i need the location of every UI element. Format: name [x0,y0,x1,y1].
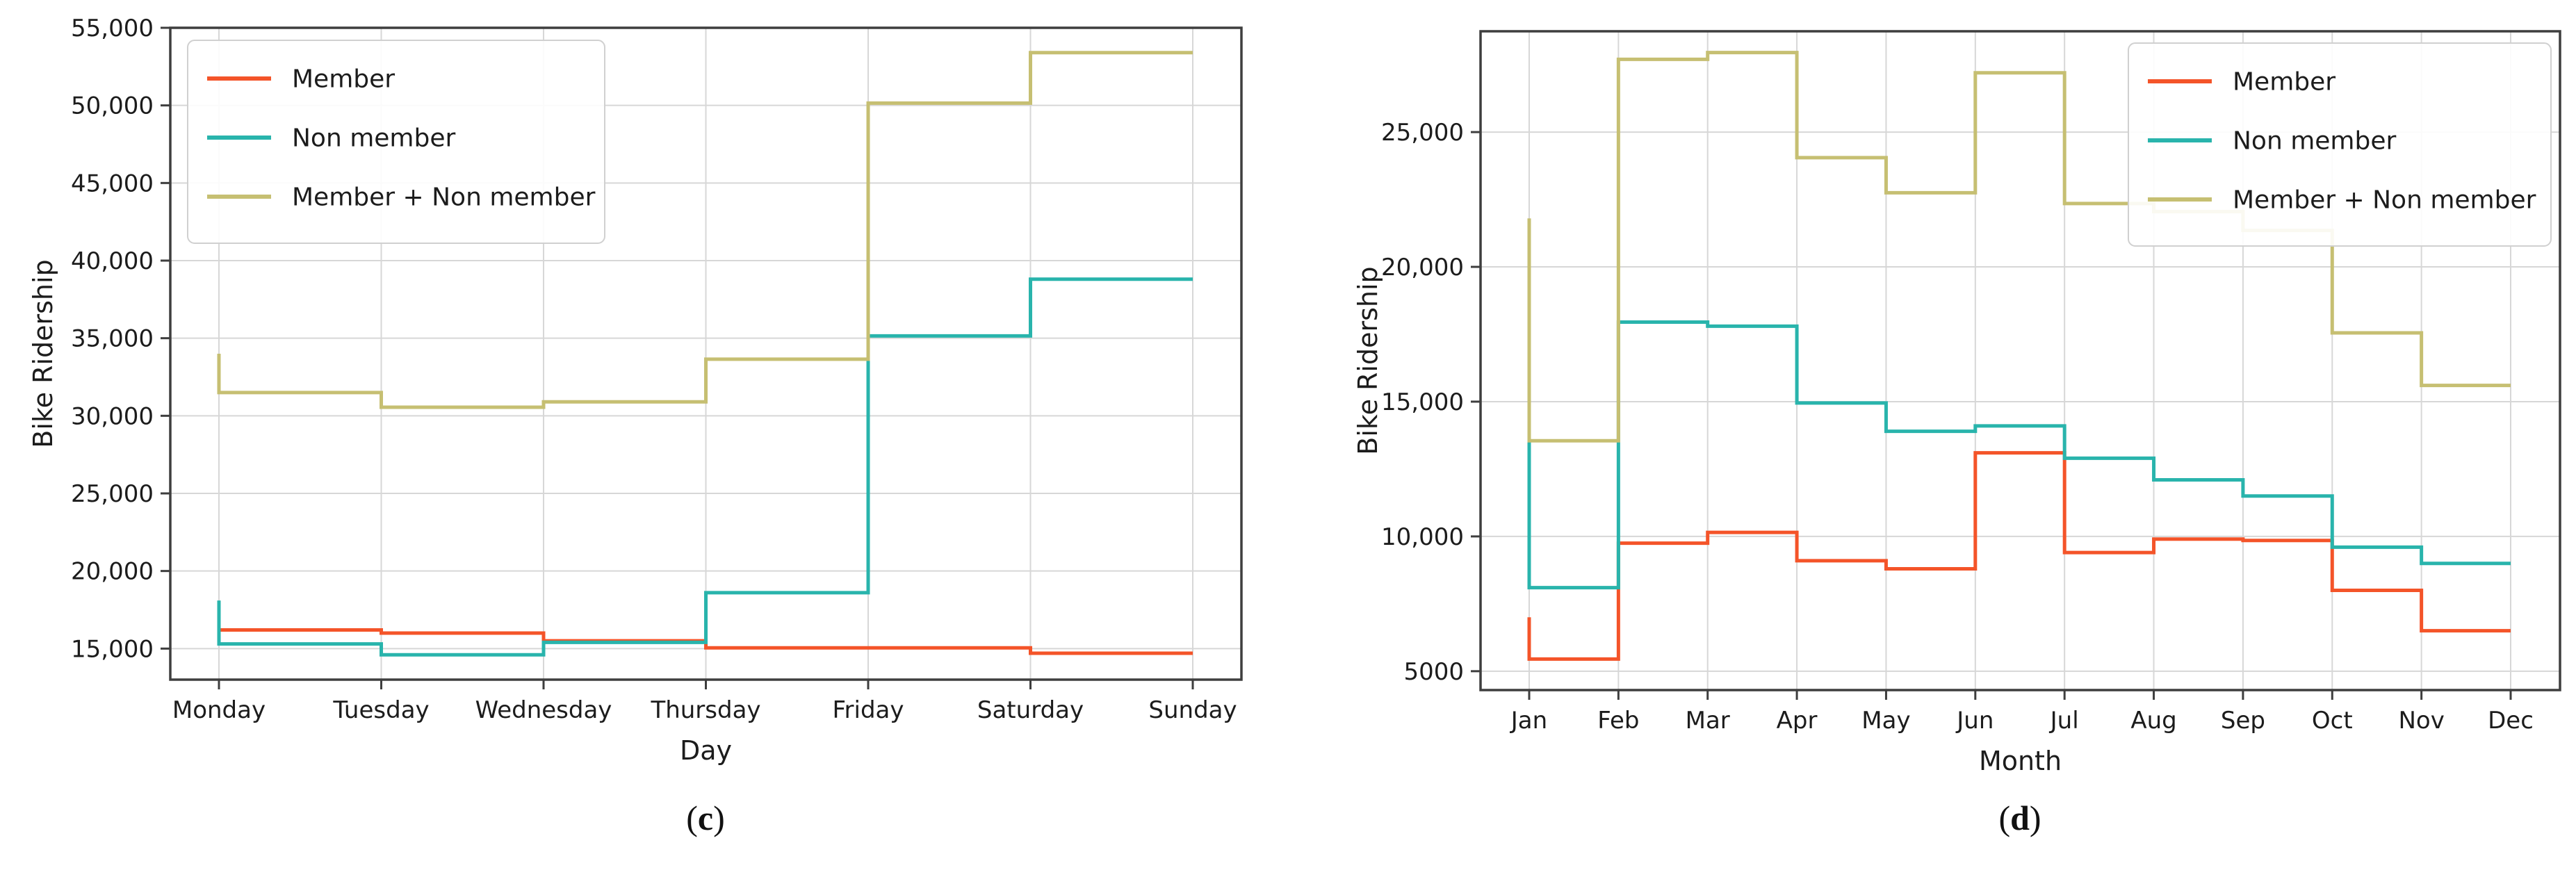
x-tick-label: Tuesday [332,696,429,724]
y-tick-label: 50,000 [71,92,154,120]
x-axis-label-c: Day [680,735,732,766]
legend-entry-non-member: Non member [2148,127,2397,156]
x-tick-label: Sunday [1148,696,1237,724]
x-tick-label: Dec [2488,707,2534,735]
y-tick-label: 15,000 [1381,388,1464,416]
x-tick-label: Monday [172,696,266,724]
series-line-member-non-member [1527,51,2511,443]
series-line-member-non-member [217,51,1193,409]
legend-label-member: Member [292,65,395,94]
caption-d-close: ) [2029,798,2041,837]
legend-label-member: Member [2233,68,2335,97]
legend-label-non-member: Non member [2233,127,2397,156]
x-tick-label: Sep [2221,707,2265,735]
legend-d: Member Non member Member + Non member [2128,42,2552,247]
y-tick-label: 30,000 [71,402,154,430]
x-tick-label: Nov [2398,707,2444,735]
y-tick-label: 55,000 [71,15,154,42]
x-tick-label: May [1861,707,1910,735]
legend-box [187,40,605,244]
x-tick-label: Oct [2312,707,2353,735]
caption-c: (c) [566,798,845,838]
tick-labels-c: 15,000 20,000 25,000 30,000 35,000 40,000 45,0… [71,15,1237,724]
x-tick-label: Friday [832,696,904,724]
y-tick-label: 25,000 [1381,119,1464,147]
caption-d-letter: d [2010,798,2030,837]
axes-frame-d [1479,30,2561,691]
x-tick-label: Thursday [650,696,760,724]
x-tick-label: Jan [1510,707,1547,735]
y-tick-label: 35,000 [71,325,154,353]
x-tick-label: Mar [1686,707,1730,735]
series-group-d [1527,51,2511,661]
legend-entry-non-member: Non member [207,124,456,153]
y-axis-label-c: Bike Ridership [28,259,58,448]
x-tick-label: Wednesday [475,696,612,724]
x-tick-label: Jul [2049,707,2079,735]
x-axis-label-d: Month [1979,746,2062,776]
y-tick-label: 25,000 [71,480,154,508]
x-tick-label: Feb [1597,707,1639,735]
x-tick-label: Saturday [977,696,1084,724]
series-line-non-member [1527,320,2511,590]
ticks-c [161,26,1194,689]
legend-entry-member-non-member: Member + Non member [207,183,596,212]
y-tick-label: 5000 [1403,658,1464,686]
y-tick-label: 20,000 [1381,254,1464,281]
caption-d-open: ( [1998,798,2011,837]
series-group-c [217,51,1193,657]
legend-entry-member: Member [2148,68,2335,97]
series-line-non-member [217,277,1193,657]
y-axis-label-d: Bike Ridership [1353,266,1383,454]
y-tick-label: 40,000 [71,247,154,275]
caption-d: (d) [1881,798,2159,838]
x-tick-label: Aug [2130,707,2176,735]
chart-d: 5000 10,000 15,000 20,000 25,000 Jan Feb Mar Apr… [1353,30,2561,776]
y-tick-label: 15,000 [71,635,154,663]
legend-box [2128,42,2552,247]
legend-label-member-non-member: Member + Non member [2233,186,2536,215]
legend-label-member-non-member: Member + Non member [292,183,596,212]
chart-c: 15,000 20,000 25,000 30,000 35,000 40,000 45,0… [28,15,1243,766]
caption-c-letter: c [697,798,714,837]
tick-labels-d: 5000 10,000 15,000 20,000 25,000 Jan Feb Mar Apr… [1381,119,2534,735]
x-tick-label: Jun [1955,707,1994,735]
y-tick-label: 45,000 [71,170,154,197]
legend-label-non-member: Non member [292,124,456,153]
caption-c-close: ) [713,798,725,837]
legend-entry-member-non-member: Member + Non member [2148,186,2536,215]
ticks-d [1471,131,2512,700]
y-tick-label: 20,000 [71,558,154,586]
legend-c: Member Non member Member + Non member [187,40,605,244]
x-tick-label: Apr [1777,707,1818,735]
legend-entry-member: Member [207,65,395,94]
series-line-member [1527,451,2511,661]
y-tick-label: 10,000 [1381,523,1464,551]
caption-c-open: ( [686,798,698,837]
